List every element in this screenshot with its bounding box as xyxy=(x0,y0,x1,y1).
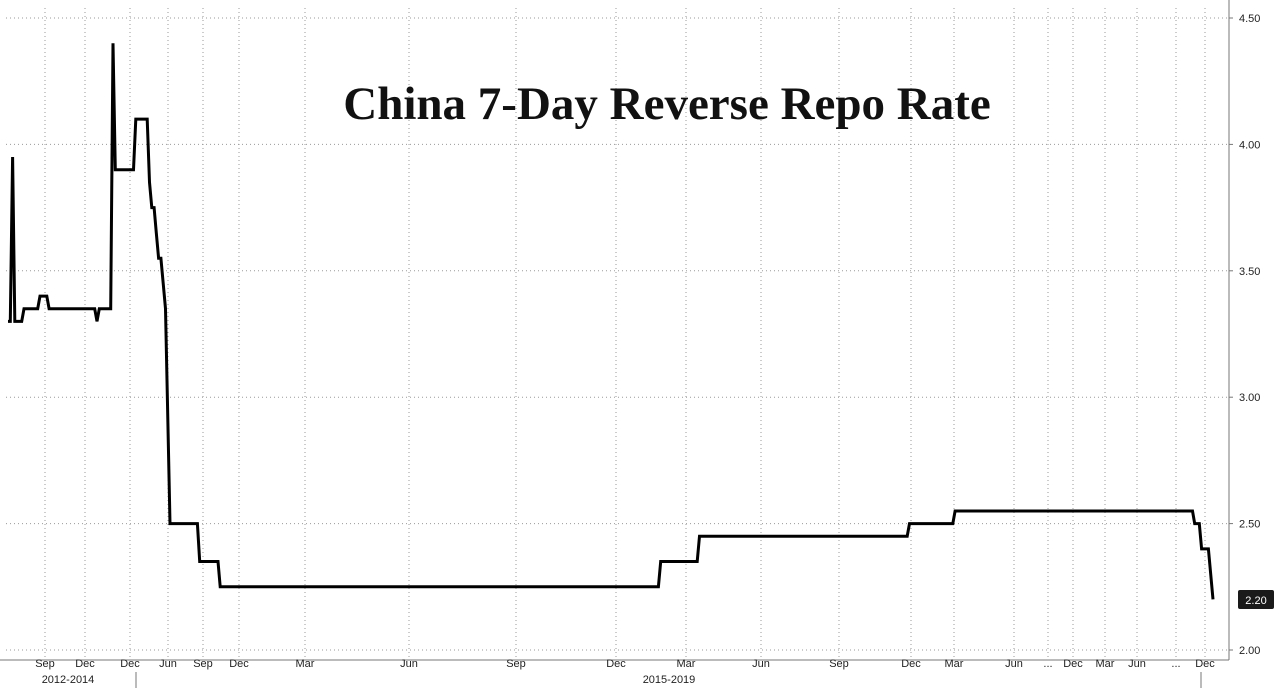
x-tick-label: Mar xyxy=(296,658,315,670)
y-tick-label: 3.00 xyxy=(1239,392,1260,404)
gridlines xyxy=(6,8,1229,660)
y-axis-ticks: 2.00 2.50 3.00 3.50 4.00 4.50 xyxy=(1229,13,1260,657)
x-tick-label: Mar xyxy=(945,658,964,670)
last-value-badge: 2.20 xyxy=(1238,590,1274,609)
x-tick-label: Dec xyxy=(901,658,921,670)
x-tick-label: Mar xyxy=(1096,658,1115,670)
y-tick-label: 4.00 xyxy=(1239,139,1260,151)
x-tick-label: Jun xyxy=(400,658,418,670)
x-tick-label: Sep xyxy=(506,658,526,670)
x-period-label: 2012-2014 xyxy=(42,674,95,686)
x-tick-label: Dec xyxy=(1195,658,1215,670)
y-tick-label: 2.50 xyxy=(1239,519,1260,531)
x-tick-label: Dec xyxy=(1063,658,1083,670)
x-tick-label: Jun xyxy=(1005,658,1023,670)
x-tick-label: Sep xyxy=(35,658,55,670)
x-tick-label: Sep xyxy=(193,658,213,670)
x-tick-label: Dec xyxy=(75,658,95,670)
x-tick-label: Sep xyxy=(829,658,849,670)
y-tick-label: 4.50 xyxy=(1239,13,1260,25)
x-tick-label: Jun xyxy=(752,658,770,670)
x-tick-label: ... xyxy=(1171,658,1180,670)
x-axis-ticks: Sep Dec Dec Jun Sep Dec Mar Jun Sep Dec Mar Jun Sep D… xyxy=(35,658,1215,670)
last-value-label: 2.20 xyxy=(1245,595,1266,607)
x-tick-label: Jun xyxy=(159,658,177,670)
y-tick-label: 3.50 xyxy=(1239,266,1260,278)
series-line xyxy=(8,43,1215,600)
y-tick-label: 2.00 xyxy=(1239,645,1260,657)
series-line-group xyxy=(8,43,1215,600)
last-value-badge-bg xyxy=(1238,590,1274,609)
x-tick-label: Dec xyxy=(120,658,140,670)
x-tick-label: Dec xyxy=(606,658,626,670)
chart-title: China 7-Day Reverse Repo Rate xyxy=(343,78,990,130)
x-period-label: 2015-2019 xyxy=(643,674,696,686)
x-axis-periods: 2012-2014 2015-2019 xyxy=(42,672,1202,688)
x-tick-label: Mar xyxy=(677,658,696,670)
x-tick-label: ... xyxy=(1043,658,1052,670)
x-tick-label: Dec xyxy=(229,658,249,670)
x-tick-label: Jun xyxy=(1128,658,1146,670)
